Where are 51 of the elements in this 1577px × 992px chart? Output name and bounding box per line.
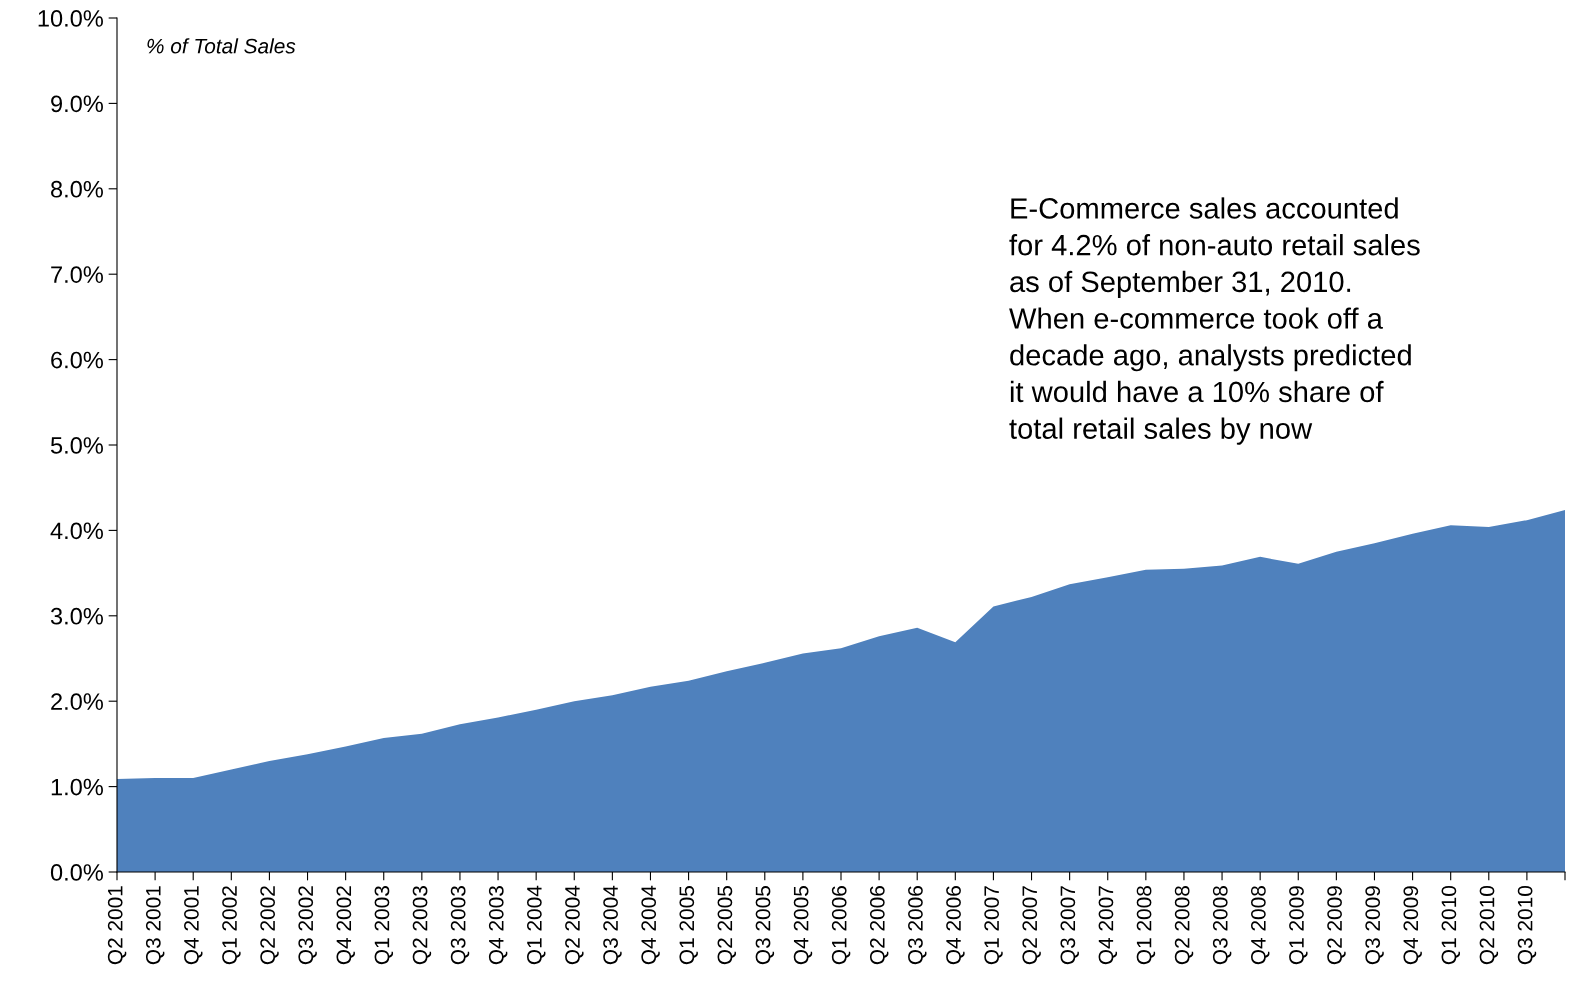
x-tick-label: Q2 2006 xyxy=(869,886,889,965)
x-tick-label: Q4 2006 xyxy=(946,886,965,965)
y-tick-label: 10.0% xyxy=(38,10,103,27)
x-tick-label: Q3 2010 xyxy=(1517,886,1537,965)
x-tick-label: Q1 2007 xyxy=(984,886,1003,965)
x-tick-label: Q3 2007 xyxy=(1060,886,1079,965)
x-tick-label: Q3 2005 xyxy=(755,886,775,965)
x-tick-label: Q1 2005 xyxy=(679,886,698,965)
x-tick-label: Q2 2005 xyxy=(717,886,737,965)
x-tick-label: Q4 2009 xyxy=(1403,886,1422,965)
x-tick-label: Q1 2003 xyxy=(374,886,394,965)
x-tick-label: Q1 2002 xyxy=(222,886,241,965)
y-tick-label: 2.0% xyxy=(51,693,103,710)
x-tick-label: Q2 2002 xyxy=(260,886,279,965)
x-tick-label: Q4 2001 xyxy=(184,886,203,965)
x-tick-label: Q4 2004 xyxy=(641,885,660,965)
x-tick-label: Q3 2004 xyxy=(603,885,622,965)
x-tick-label: Q4 2002 xyxy=(336,886,355,965)
x-tick-label: Q3 2002 xyxy=(298,886,317,965)
x-tick-label: Q2 2009 xyxy=(1327,886,1346,965)
x-tick-label: Q3 2009 xyxy=(1365,886,1384,965)
y-tick-label: 5.0% xyxy=(50,437,103,454)
y-tick-label: 9.0% xyxy=(51,95,103,113)
y-tick-label: 7.0% xyxy=(51,266,103,283)
x-tick-label: Q4 2003 xyxy=(488,886,508,965)
x-tick-label: Q4 2008 xyxy=(1251,886,1270,965)
x-tick-label: Q2 2008 xyxy=(1174,886,1194,965)
y-axis-title: % of Total Sales xyxy=(147,38,296,54)
x-tick-label: Q4 2005 xyxy=(793,886,813,965)
x-tick-label: Q1 2008 xyxy=(1136,886,1156,965)
x-tick-label: Q3 2003 xyxy=(450,886,470,965)
x-tick-label: Q2 2010 xyxy=(1479,886,1499,965)
x-tick-label: Q2 2004 xyxy=(565,885,584,965)
x-tick-label: Q2 2007 xyxy=(1022,886,1041,965)
x-tick-label: Q1 2010 xyxy=(1441,886,1461,965)
annotation: E-Commerce sales accounted for 4.2% of non-auto retail sales as of September 31, 2010. When e-commerce took off a decade ago, analysts predicted it would have a 10% share of total retail sales by now xyxy=(1009,197,1420,445)
y-tick-label: 0.0% xyxy=(50,864,103,881)
x-tick-label: Q3 2006 xyxy=(908,886,927,965)
y-tick-label: 3.0% xyxy=(50,607,103,625)
x-tick-label: Q3 2001 xyxy=(145,886,165,965)
y-tick-label: 6.0% xyxy=(51,351,103,369)
y-tick-label: 1.0% xyxy=(51,778,103,796)
x-tick-label: Q2 2001 xyxy=(107,886,127,965)
x-tick-label: Q2 2003 xyxy=(412,886,432,965)
x-tick-label: Q1 2006 xyxy=(831,886,851,965)
x-tick-label: Q1 2004 xyxy=(527,885,546,965)
y-tick-label: 8.0% xyxy=(51,180,103,198)
x-tick-label: Q4 2007 xyxy=(1098,886,1118,965)
x-tick-label: Q3 2008 xyxy=(1212,886,1232,965)
y-tick-label: 4.0% xyxy=(50,522,103,540)
x-tick-label: Q1 2009 xyxy=(1289,886,1308,965)
